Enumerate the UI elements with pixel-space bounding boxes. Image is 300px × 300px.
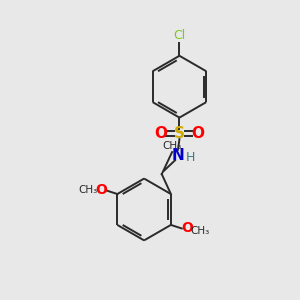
Text: CH₃: CH₃ xyxy=(78,185,98,196)
Text: O: O xyxy=(95,184,107,197)
Text: O: O xyxy=(191,126,204,141)
Text: H: H xyxy=(186,151,196,164)
Text: Cl: Cl xyxy=(173,28,186,42)
Text: CH₃: CH₃ xyxy=(163,141,182,151)
Text: S: S xyxy=(174,126,185,141)
Text: O: O xyxy=(155,126,168,141)
Text: O: O xyxy=(181,221,193,236)
Text: N: N xyxy=(172,148,184,163)
Text: CH₃: CH₃ xyxy=(191,226,210,236)
